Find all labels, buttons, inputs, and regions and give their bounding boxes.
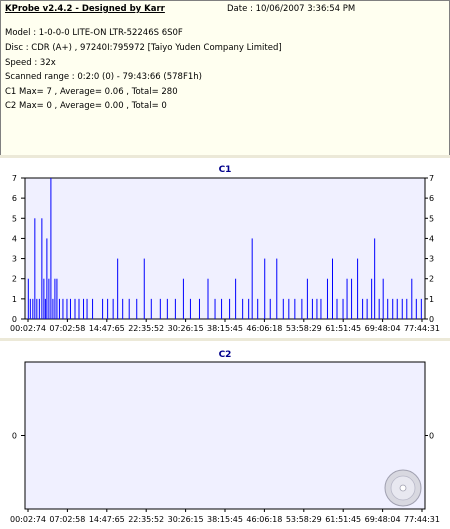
x-tick-label: 61:51:45: [325, 324, 361, 333]
y-tick-label-left: 1: [12, 295, 17, 304]
x-tick-label: 22:35:52: [128, 324, 164, 333]
x-tick-label: 00:02:74: [10, 324, 46, 333]
y-tick-label-left: 3: [12, 255, 17, 264]
x-tick-label: 30:26:15: [168, 324, 204, 333]
x-tick-label: 38:15:45: [207, 324, 243, 333]
y-tick-label-left: 6: [12, 194, 17, 203]
y-tick-label-right: 1: [429, 295, 434, 304]
panel-divider-2: [0, 338, 450, 341]
x-tick-label: 38:15:45: [207, 515, 243, 524]
x-tick-label: 07:02:58: [49, 515, 85, 524]
disc-info: Disc : CDR (A+) , 97240I:795972 [Taiyo Y…: [5, 43, 282, 53]
x-tick-label: 14:47:65: [89, 324, 125, 333]
y-tick-label-right: 5: [429, 214, 434, 223]
y-tick-label-left: 7: [12, 174, 17, 183]
x-tick-label: 07:02:58: [49, 324, 85, 333]
y-tick-label-right: 7: [429, 174, 434, 183]
x-tick-label: 22:35:52: [128, 515, 164, 524]
disc-icon: [384, 469, 422, 507]
y-tick-label-left: 2: [12, 275, 17, 284]
x-tick-label: 69:48:04: [365, 324, 401, 333]
y-tick-label-left: 4: [12, 234, 17, 243]
y-tick-label-right: 2: [429, 275, 434, 284]
y-tick-label-right: 0: [429, 432, 434, 441]
x-tick-label: 77:44:31: [404, 324, 440, 333]
app-title: KProbe v2.4.2 - Designed by Karr: [5, 4, 165, 14]
scan-info-panel: KProbe v2.4.2 - Designed by Karr Date : …: [0, 0, 450, 156]
y-tick-label-left: 5: [12, 214, 17, 223]
c2-chart-panel: C2 0 0 00:02:74 07:02:58 14:47:65 22:35:52 30:2…: [0, 341, 450, 529]
c1-chart: C1 0 0 1 1 2 2 3 3 4 4 5 5 6 6 7 7 00:02:74 07:02:58 14:47:…: [10, 165, 440, 333]
x-tick-label: 14:47:65: [89, 515, 125, 524]
plot-area: [24, 177, 426, 320]
chart-title: C1: [219, 165, 232, 175]
x-tick-label: 53:58:29: [286, 324, 322, 333]
x-tick-label: 00:02:74: [10, 515, 46, 524]
c1-summary: C1 Max= 7 , Average= 0.06 , Total= 280: [5, 87, 178, 97]
y-tick-label-right: 3: [429, 255, 434, 264]
chart-title: C2: [219, 350, 232, 360]
panel-divider: [0, 155, 450, 158]
x-tick-label: 53:58:29: [286, 515, 322, 524]
x-tick-label: 30:26:15: [168, 515, 204, 524]
c2-chart: C2 0 0 00:02:74 07:02:58 14:47:65 22:35:52 30:2…: [10, 350, 440, 524]
y-tick-label-left: 0: [12, 315, 17, 324]
drive-model: Model : 1-0-0-0 LITE-ON LTR-52246S 6S0F: [5, 28, 183, 38]
plot-area: [24, 361, 426, 510]
y-tick-label-right: 6: [429, 194, 434, 203]
y-tick-label-left: 0: [12, 432, 17, 441]
y-tick-label-right: 0: [429, 315, 434, 324]
scan-date: Date : 10/06/2007 3:36:54 PM: [227, 4, 356, 14]
scan-speed: Speed : 32x: [5, 58, 56, 68]
x-tick-label: 69:48:04: [365, 515, 401, 524]
x-tick-label: 46:06:18: [246, 515, 282, 524]
x-tick-label: 77:44:31: [404, 515, 440, 524]
c2-summary: C2 Max= 0 , Average= 0.00 , Total= 0: [5, 101, 167, 111]
x-tick-label: 61:51:45: [325, 515, 361, 524]
scanned-range: Scanned range : 0:2:0 (0) - 79:43:66 (57…: [5, 72, 202, 82]
c1-chart-panel: C1 0 0 1 1 2 2 3 3 4 4 5 5 6 6 7 7 00:02:74 07:02:58 14:47:…: [0, 158, 450, 338]
x-tick-label: 46:06:18: [246, 324, 282, 333]
y-tick-label-right: 4: [429, 234, 434, 243]
